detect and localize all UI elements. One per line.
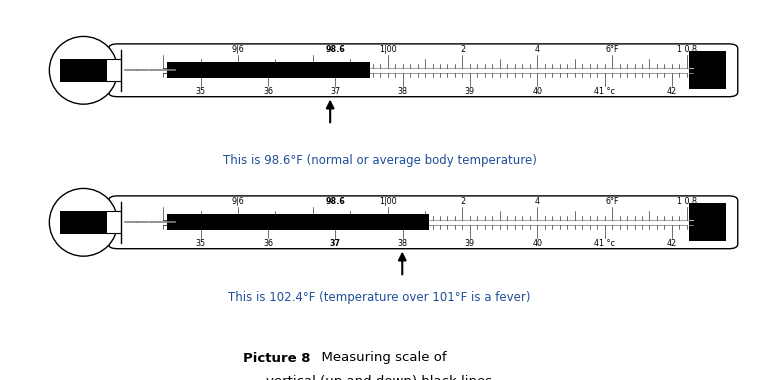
Text: 36: 36: [263, 87, 273, 96]
Text: 35: 35: [196, 87, 206, 96]
Text: 4: 4: [535, 45, 540, 54]
Bar: [110, 59, 129, 81]
Text: 42: 42: [667, 87, 677, 96]
Text: 39: 39: [465, 87, 475, 96]
Bar: [59, 59, 108, 82]
Text: 2: 2: [460, 45, 465, 54]
Text: 37: 37: [330, 87, 340, 96]
Bar: [689, 204, 726, 241]
Text: 4: 4: [535, 197, 540, 206]
Text: 40: 40: [532, 239, 542, 248]
Text: Measuring scale of: Measuring scale of: [313, 352, 446, 364]
Text: This is 98.6°F (normal or average body temperature): This is 98.6°F (normal or average body t…: [222, 154, 537, 167]
FancyBboxPatch shape: [109, 44, 738, 97]
Bar: [167, 214, 429, 230]
Text: 41 °c: 41 °c: [594, 239, 615, 248]
Text: 42: 42: [667, 239, 677, 248]
Text: 6°F: 6°F: [606, 197, 619, 206]
Text: 98.6: 98.6: [326, 45, 345, 54]
Text: vertical (up and down) black lines: vertical (up and down) black lines: [266, 375, 493, 380]
Text: 1|00: 1|00: [379, 197, 396, 206]
Text: 39: 39: [465, 239, 475, 248]
Text: 38: 38: [398, 87, 408, 96]
Text: 36: 36: [263, 239, 273, 248]
Ellipse shape: [49, 36, 118, 104]
Text: 35: 35: [196, 239, 206, 248]
Text: 1 0 8: 1 0 8: [677, 45, 697, 54]
Text: 1|00: 1|00: [379, 45, 396, 54]
Text: 37: 37: [329, 239, 341, 248]
Text: 98.6: 98.6: [326, 197, 345, 206]
Text: 2: 2: [460, 197, 465, 206]
Bar: [59, 211, 108, 234]
Text: This is 102.4°F (temperature over 101°F is a fever): This is 102.4°F (temperature over 101°F …: [228, 291, 531, 304]
Text: 1 0 8: 1 0 8: [677, 197, 697, 206]
Text: 41 °c: 41 °c: [594, 87, 615, 96]
Text: 38: 38: [398, 239, 408, 248]
Text: Picture 8: Picture 8: [244, 352, 310, 364]
Ellipse shape: [49, 188, 118, 256]
Bar: [689, 52, 726, 89]
Bar: [110, 211, 129, 233]
Text: 6°F: 6°F: [606, 45, 619, 54]
FancyBboxPatch shape: [109, 196, 738, 249]
Text: 9|6: 9|6: [231, 45, 244, 54]
Bar: [167, 62, 370, 78]
Text: 9|6: 9|6: [231, 197, 244, 206]
Text: 40: 40: [532, 87, 542, 96]
